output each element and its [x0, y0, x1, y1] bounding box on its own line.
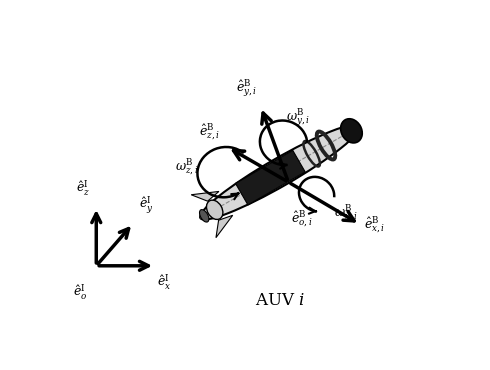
Polygon shape — [236, 150, 305, 205]
Text: $\hat{e}_x^{\mathrm{I}}$: $\hat{e}_x^{\mathrm{I}}$ — [157, 272, 172, 292]
Polygon shape — [216, 215, 233, 238]
Text: $\omega_{y,i}^{\mathrm{B}}$: $\omega_{y,i}^{\mathrm{B}}$ — [286, 107, 310, 128]
Text: $\hat{e}_{x,i}^{\mathrm{B}}$: $\hat{e}_{x,i}^{\mathrm{B}}$ — [364, 215, 385, 235]
Ellipse shape — [199, 210, 209, 222]
Text: $\omega_{x,i}^{\mathrm{B}}$: $\omega_{x,i}^{\mathrm{B}}$ — [334, 203, 358, 223]
Ellipse shape — [206, 200, 223, 219]
Polygon shape — [191, 191, 219, 201]
Ellipse shape — [341, 119, 362, 143]
Text: $\hat{e}_o^{\mathrm{I}}$: $\hat{e}_o^{\mathrm{I}}$ — [73, 282, 87, 302]
Text: $\hat{e}_z^{\mathrm{I}}$: $\hat{e}_z^{\mathrm{I}}$ — [76, 178, 91, 198]
Text: $\omega_{z,i}^{\mathrm{B}}$: $\omega_{z,i}^{\mathrm{B}}$ — [175, 157, 199, 178]
Ellipse shape — [200, 125, 360, 219]
Text: $\hat{e}_{o,i}^{\mathrm{B}}$: $\hat{e}_{o,i}^{\mathrm{B}}$ — [291, 209, 313, 229]
Text: AUV $i$: AUV $i$ — [255, 292, 305, 309]
Text: $\hat{e}_y^{\mathrm{I}}$: $\hat{e}_y^{\mathrm{I}}$ — [139, 195, 153, 216]
Text: $\hat{e}_{y,i}^{\mathrm{B}}$: $\hat{e}_{y,i}^{\mathrm{B}}$ — [236, 78, 257, 100]
Text: $\hat{e}_{z,i}^{\mathrm{B}}$: $\hat{e}_{z,i}^{\mathrm{B}}$ — [199, 122, 220, 142]
